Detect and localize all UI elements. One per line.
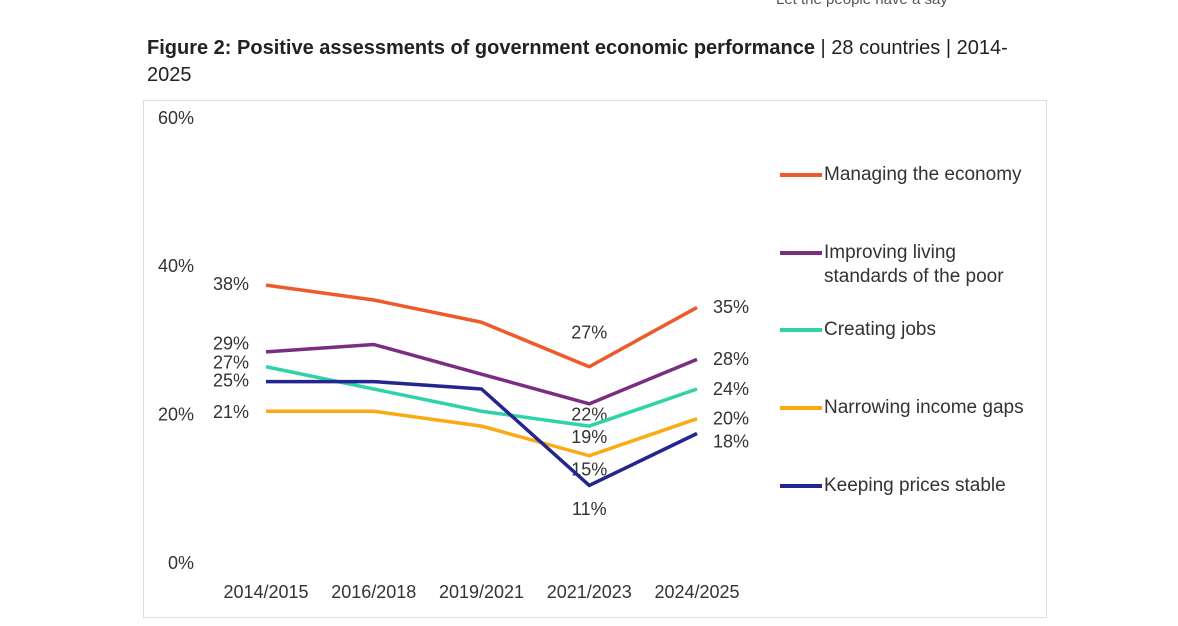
title-block: Figure 2: Positive assessments of govern… xyxy=(147,35,1047,89)
series-line xyxy=(266,379,698,488)
legend-swatch xyxy=(780,484,822,488)
legend-entry: Creating jobs xyxy=(824,319,936,340)
x-tick-label: 2024/2025 xyxy=(654,582,739,602)
data-label: 28% xyxy=(713,349,749,369)
legend-entry: Narrowing income gaps xyxy=(824,397,1024,418)
data-label: 19% xyxy=(571,427,607,447)
legend-swatch xyxy=(780,251,822,255)
legend-swatch xyxy=(780,173,822,177)
series-line xyxy=(266,409,698,458)
chart-title: Figure 2: Positive assessments of govern… xyxy=(147,37,815,59)
data-label: 22% xyxy=(571,405,607,425)
data-label: 18% xyxy=(713,431,749,451)
y-tick-label: 60% xyxy=(158,108,194,128)
chart-subtitle: | 28 countries | 2014-2025 xyxy=(147,37,1008,86)
series-line xyxy=(265,342,698,406)
x-tick-label: 2019/2021 xyxy=(439,582,524,602)
series-line xyxy=(265,283,698,369)
data-label: 21% xyxy=(213,402,249,422)
x-tick-label: 2016/2018 xyxy=(331,582,416,602)
data-label: 35% xyxy=(713,297,749,317)
legend-entry: Keeping prices stable xyxy=(824,475,1006,496)
data-label: 24% xyxy=(713,379,749,399)
legend-entry: Improving living standards of the poor xyxy=(824,242,1004,287)
data-label: 27% xyxy=(213,353,249,373)
x-tick-label: 2021/2023 xyxy=(547,582,632,602)
y-tick-label: 0% xyxy=(168,553,194,573)
legend-swatch xyxy=(780,328,822,332)
legend-entry: Managing the economy xyxy=(824,164,1022,185)
y-tick-label: 40% xyxy=(158,256,194,276)
data-label: 27% xyxy=(571,323,607,343)
legend-swatch xyxy=(780,406,822,410)
chart-frame xyxy=(143,100,1047,618)
data-label: 38% xyxy=(213,274,249,294)
x-tick-label: 2014/2015 xyxy=(223,582,308,602)
data-label: 11% xyxy=(572,499,607,519)
data-label: 15% xyxy=(571,460,607,480)
y-tick-label: 20% xyxy=(158,404,194,424)
data-label: 25% xyxy=(213,370,249,390)
header: Let the people have a say xyxy=(776,0,948,8)
data-label: 29% xyxy=(213,334,249,354)
data-label: 20% xyxy=(713,408,749,428)
